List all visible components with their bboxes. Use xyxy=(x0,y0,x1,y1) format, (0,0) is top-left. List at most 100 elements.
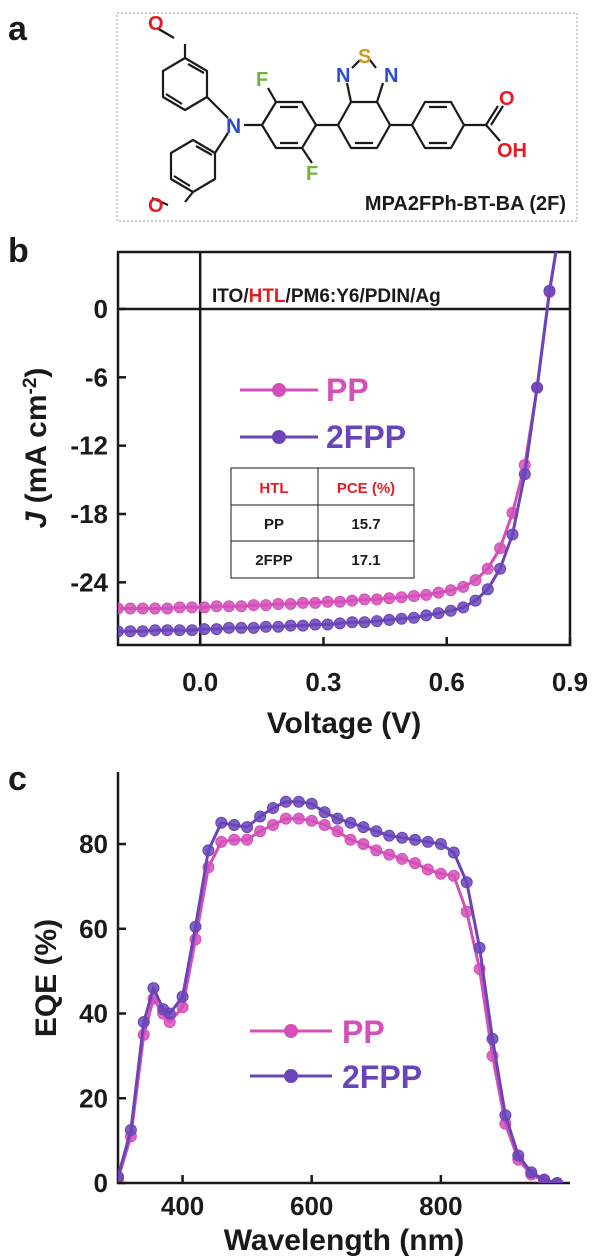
eqe-data-point-pp xyxy=(279,812,292,825)
jv-data-point-pp xyxy=(186,601,198,614)
jv-data-point-2fpp xyxy=(321,618,334,631)
jv-data-point-2fpp xyxy=(136,625,149,638)
jv-data-point-2fpp xyxy=(358,616,371,629)
eqe-data-point-pp xyxy=(447,869,460,882)
jv-data-point-pp xyxy=(481,562,494,575)
eqe-data-point-2fpp xyxy=(137,1016,150,1028)
eqe-series-group xyxy=(118,795,564,1183)
jv-data-point-2fpp xyxy=(161,624,174,637)
jv-data-point-2fpp xyxy=(247,621,260,634)
eqe-data-point-2fpp xyxy=(421,835,434,848)
jv-data-point-pp xyxy=(370,593,383,606)
eqe-data-point-pp xyxy=(267,819,279,831)
eqe-data-point-2fpp xyxy=(344,816,357,829)
eqe-y-tick-label: 80 xyxy=(79,829,108,859)
jv-x-tick-label: 0.3 xyxy=(305,667,341,697)
jv-y-axis-exponent: -2 xyxy=(20,378,41,395)
pce-table: HTL PCE (%) PP 15.7 2FPP 17.1 xyxy=(230,467,415,579)
jv-data-point-2fpp xyxy=(432,607,445,620)
jv-data-point-pp xyxy=(296,596,309,609)
jv-data-point-2fpp xyxy=(444,604,457,617)
eqe-data-point-pp xyxy=(228,833,241,846)
jv-data-point-pp xyxy=(395,591,408,604)
jv-data-point-2fpp xyxy=(420,609,433,622)
jv-data-point-pp xyxy=(552,235,563,246)
legend-label-2fpp: 2FPP xyxy=(326,419,406,455)
jv-y-tick-label: -12 xyxy=(70,431,108,461)
eqe-data-point-2fpp xyxy=(434,838,447,850)
eqe-data-point-pp xyxy=(421,863,434,876)
eqe-data-point-2fpp xyxy=(163,1007,176,1020)
jv-data-point-2fpp xyxy=(296,619,309,632)
eqe-legend: PP 2FPP xyxy=(250,1014,422,1095)
eqe-data-point-2fpp xyxy=(228,819,241,831)
jv-legend: PP 2FPP xyxy=(240,372,406,455)
jv-data-point-pp xyxy=(247,599,260,612)
device-stack-htl: HTL xyxy=(249,286,286,307)
eqe-ticks: 400 600 800 0 20 40 60 80 xyxy=(79,829,462,1221)
jv-y-axis-title: J (mA cm-2) xyxy=(20,368,54,529)
atom-label-o: O xyxy=(148,13,164,35)
eqe-data-point-2fpp xyxy=(147,982,160,995)
eqe-x-tick-label: 600 xyxy=(290,1191,333,1221)
jv-data-point-pp xyxy=(222,600,235,613)
jv-y-tick-label: 0 xyxy=(94,294,108,324)
eqe-data-point-pp xyxy=(357,838,370,850)
eqe-y-tick-label: 60 xyxy=(79,914,108,944)
jv-data-point-pp xyxy=(210,600,223,613)
jv-data-point-pp xyxy=(259,599,272,612)
eqe-data-point-2fpp xyxy=(241,821,254,834)
eqe-data-point-2fpp xyxy=(383,829,396,842)
device-stack-ito: ITO/ xyxy=(212,286,249,307)
jv-data-point-pp xyxy=(161,602,174,615)
eqe-data-point-2fpp xyxy=(460,876,473,889)
jv-data-point-pp xyxy=(272,598,285,610)
eqe-data-point-2fpp xyxy=(176,990,189,1003)
atom-label-s: S xyxy=(358,46,371,68)
jv-ticks: 0.0 0.3 0.6 0.9 0 -6 -12 -18 -24 xyxy=(70,294,588,697)
jv-data-point-2fpp xyxy=(494,562,507,575)
eqe-data-point-2fpp xyxy=(473,941,486,954)
legend-marker-pp xyxy=(272,383,286,397)
eqe-data-point-2fpp xyxy=(318,806,331,819)
jv-data-point-2fpp xyxy=(518,468,531,481)
eqe-data-point-2fpp xyxy=(124,1124,137,1136)
pce-table-cell: 15.7 xyxy=(351,516,380,533)
jv-data-point-pp xyxy=(358,593,371,606)
eqe-data-point-2fpp xyxy=(357,821,370,834)
eqe-data-point-2fpp xyxy=(215,816,228,829)
eqe-data-point-2fpp xyxy=(189,920,202,933)
atom-label-oh: OH xyxy=(497,140,527,162)
jv-data-point-pp xyxy=(457,580,470,593)
jv-y-axis-symbol: J xyxy=(20,510,53,528)
jv-data-point-2fpp xyxy=(173,624,186,637)
jv-data-point-2fpp xyxy=(552,235,563,246)
eqe-data-point-2fpp xyxy=(292,795,305,808)
eqe-data-point-pp xyxy=(370,844,383,857)
eqe-y-tick-label: 20 xyxy=(79,1083,108,1113)
eqe-chart: 400 600 800 0 20 40 60 80 PP 2FPP Wavelength (n… xyxy=(30,772,570,1257)
pce-table-cell: PP xyxy=(264,516,284,533)
eqe-y-tick-label: 0 xyxy=(94,1168,108,1198)
molecule-name: MPA2FPh-BT-BA (2F) xyxy=(365,193,566,215)
eqe-data-point-pp xyxy=(292,812,305,825)
jv-data-point-2fpp xyxy=(118,625,124,638)
pce-table-header-htl: HTL xyxy=(259,480,288,497)
eqe-data-point-2fpp xyxy=(538,1173,551,1183)
eqe-data-point-2fpp xyxy=(202,844,215,857)
jv-x-tick-label: 0.6 xyxy=(429,667,465,697)
jv-data-point-2fpp xyxy=(531,381,544,394)
legend-marker-2fpp xyxy=(272,430,286,444)
jv-data-point-2fpp xyxy=(481,583,494,596)
jv-data-point-pp xyxy=(333,595,346,608)
legend-label-pp: PP xyxy=(342,1014,385,1050)
jv-plot-frame xyxy=(116,250,572,647)
eqe-data-point-2fpp xyxy=(279,795,292,808)
jv-y-tick-label: -6 xyxy=(85,362,108,392)
eqe-data-point-pp xyxy=(383,848,396,861)
eqe-data-point-pp xyxy=(305,814,318,827)
eqe-data-point-2fpp xyxy=(512,1149,525,1162)
jv-data-point-2fpp xyxy=(407,611,420,624)
atom-label-n: N xyxy=(226,115,241,138)
jv-data-point-pp xyxy=(173,601,186,614)
